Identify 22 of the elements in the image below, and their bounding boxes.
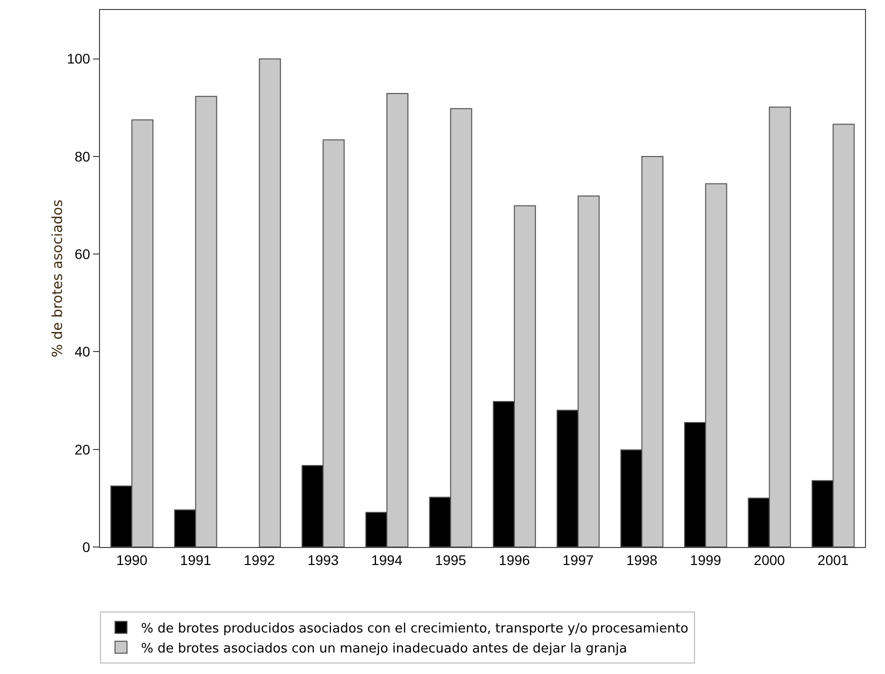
legend-label: % de brotes asociados con un manejo inadecuado antes de dejar la granja <box>141 641 628 656</box>
y-tick-label: 80 <box>74 148 90 164</box>
y-tick-label: 40 <box>74 344 90 360</box>
y-tick-label: 100 <box>66 50 90 67</box>
y-tick-label: 20 <box>74 441 90 458</box>
bar <box>258 58 281 547</box>
x-tick-label: 1991 <box>180 552 212 568</box>
x-tick-label: 1996 <box>498 552 530 568</box>
x-tick-label: 1995 <box>435 552 466 568</box>
x-tick-label: 1998 <box>626 552 658 568</box>
x-tick-label: 1990 <box>116 552 148 568</box>
y-tick-label: 0 <box>82 538 90 555</box>
x-tick-label: 1992 <box>244 552 276 568</box>
x-tick-label: 2001 <box>818 552 849 568</box>
y-axis-title: % de brotes asociados <box>50 200 66 358</box>
y-tick-label: 60 <box>74 246 90 262</box>
legend-label: % de brotes producidos asociados con el crecimiento, transporte y/o procesamiento <box>141 621 688 636</box>
x-tick-label: 1999 <box>690 552 722 568</box>
x-tick-label: 1997 <box>562 552 594 568</box>
x-tick-label: 2000 <box>754 552 786 568</box>
x-tick-label: 1993 <box>308 552 339 568</box>
x-tick-label: 1994 <box>371 552 403 568</box>
